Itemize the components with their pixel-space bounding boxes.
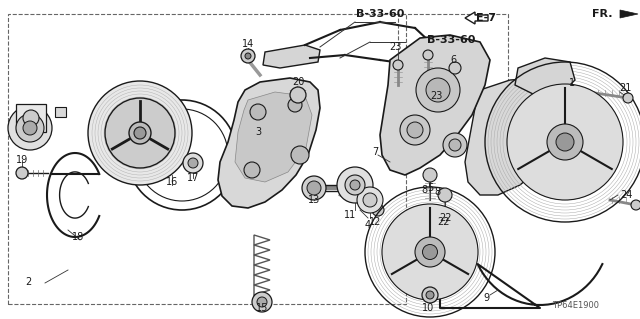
Text: 4: 4 xyxy=(365,220,371,230)
Circle shape xyxy=(423,50,433,60)
Bar xyxy=(8,14,406,304)
Circle shape xyxy=(623,93,633,103)
Text: B-33-60: B-33-60 xyxy=(356,9,404,19)
Polygon shape xyxy=(235,92,312,182)
Circle shape xyxy=(23,110,39,126)
Circle shape xyxy=(307,181,321,195)
Circle shape xyxy=(449,62,461,74)
Polygon shape xyxy=(465,12,488,24)
Circle shape xyxy=(8,106,52,150)
Text: 16: 16 xyxy=(166,177,178,187)
Circle shape xyxy=(426,291,434,299)
Text: 17: 17 xyxy=(187,173,199,183)
Circle shape xyxy=(183,153,203,173)
Circle shape xyxy=(631,200,640,210)
Circle shape xyxy=(105,98,175,168)
Circle shape xyxy=(188,158,198,168)
Circle shape xyxy=(16,167,28,179)
Circle shape xyxy=(88,81,192,185)
Circle shape xyxy=(291,146,309,164)
Text: 12: 12 xyxy=(369,217,381,227)
Polygon shape xyxy=(515,58,575,95)
Circle shape xyxy=(252,292,272,312)
Circle shape xyxy=(134,127,146,139)
Text: TP64E1900: TP64E1900 xyxy=(552,300,600,309)
Circle shape xyxy=(357,187,383,213)
Circle shape xyxy=(129,122,151,144)
Circle shape xyxy=(423,168,437,182)
Text: 15: 15 xyxy=(256,303,268,313)
Circle shape xyxy=(244,162,260,178)
Circle shape xyxy=(372,204,384,216)
Circle shape xyxy=(416,68,460,112)
Text: 13: 13 xyxy=(308,195,320,205)
Text: 22: 22 xyxy=(436,217,449,227)
Text: 7: 7 xyxy=(372,147,378,157)
Circle shape xyxy=(438,188,452,202)
Circle shape xyxy=(302,176,326,200)
Polygon shape xyxy=(218,78,320,208)
Circle shape xyxy=(250,104,266,120)
Text: 23: 23 xyxy=(430,91,442,101)
Circle shape xyxy=(422,287,438,303)
Text: 10: 10 xyxy=(422,303,434,313)
Circle shape xyxy=(415,237,445,267)
Text: 9: 9 xyxy=(483,293,489,303)
Text: 5: 5 xyxy=(427,183,433,193)
Circle shape xyxy=(443,133,467,157)
Bar xyxy=(16,104,46,132)
Circle shape xyxy=(257,297,267,307)
Text: 18: 18 xyxy=(72,232,84,242)
Text: E-7: E-7 xyxy=(476,13,496,23)
Circle shape xyxy=(426,78,450,102)
Polygon shape xyxy=(263,45,320,68)
Circle shape xyxy=(407,122,423,138)
Circle shape xyxy=(337,167,373,203)
Circle shape xyxy=(422,244,438,259)
Text: 22: 22 xyxy=(439,213,451,223)
Text: 19: 19 xyxy=(16,155,28,165)
Text: 11: 11 xyxy=(344,210,356,220)
Text: 3: 3 xyxy=(255,127,261,137)
Circle shape xyxy=(288,98,302,112)
Text: 14: 14 xyxy=(242,39,254,49)
Polygon shape xyxy=(620,10,638,18)
Text: 2: 2 xyxy=(25,277,31,287)
Circle shape xyxy=(382,204,478,300)
Circle shape xyxy=(241,49,255,63)
Text: 8: 8 xyxy=(434,187,440,197)
Circle shape xyxy=(400,115,430,145)
Circle shape xyxy=(16,114,44,142)
Polygon shape xyxy=(380,35,490,175)
Bar xyxy=(55,107,66,117)
Polygon shape xyxy=(465,78,568,195)
Text: 1: 1 xyxy=(569,78,575,88)
Circle shape xyxy=(507,84,623,200)
Text: FR.: FR. xyxy=(592,9,612,19)
Bar xyxy=(398,14,508,102)
Circle shape xyxy=(345,175,365,195)
Text: 8: 8 xyxy=(422,185,428,195)
Text: 24: 24 xyxy=(620,190,632,200)
Circle shape xyxy=(23,121,37,135)
Text: 6: 6 xyxy=(450,55,456,65)
Circle shape xyxy=(449,139,461,151)
Circle shape xyxy=(363,193,377,207)
Text: B-33-60: B-33-60 xyxy=(427,35,476,45)
Circle shape xyxy=(393,60,403,70)
Text: 20: 20 xyxy=(292,77,304,87)
Text: 23: 23 xyxy=(389,42,401,52)
Circle shape xyxy=(547,124,583,160)
Circle shape xyxy=(290,87,306,103)
Text: 21: 21 xyxy=(619,83,631,93)
Circle shape xyxy=(350,180,360,190)
Circle shape xyxy=(556,133,574,151)
Circle shape xyxy=(245,53,251,59)
